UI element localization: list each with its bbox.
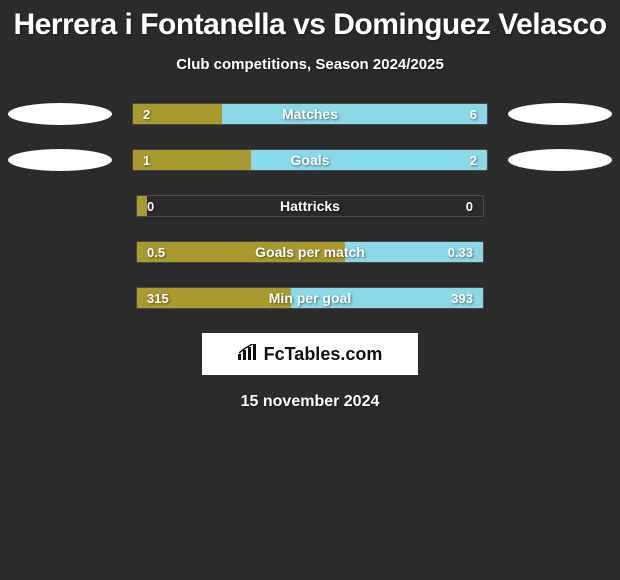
logo: FcTables.com (238, 344, 383, 365)
stat-label: Matches (133, 104, 487, 124)
page-title: Herrera i Fontanella vs Dominguez Velasc… (0, 0, 620, 42)
player-ellipse-right (508, 103, 612, 125)
bar-container: 00Hattricks (136, 195, 484, 217)
comparison-chart: 26Matches 12Goals 00Hattricks 0.50.33Goals … (0, 103, 620, 309)
chart-icon (238, 344, 258, 365)
bar-container: 12Goals (132, 149, 488, 171)
date-text: 15 november 2024 (0, 393, 620, 411)
subtitle: Club competitions, Season 2024/2025 (0, 56, 620, 73)
bar-container: 0.50.33Goals per match (136, 241, 484, 263)
stat-row: 00Hattricks (8, 195, 612, 217)
bar-container: 26Matches (132, 103, 488, 125)
player-ellipse-left (8, 103, 112, 125)
stat-row: 12Goals (8, 149, 612, 171)
bar-container: 315393Min per goal (136, 287, 484, 309)
stat-label: Hattricks (137, 196, 483, 216)
stat-label: Goals per match (137, 242, 483, 262)
logo-text: FcTables.com (264, 344, 383, 365)
player-ellipse-left (8, 149, 112, 171)
stat-row: 315393Min per goal (8, 287, 612, 309)
stat-label: Goals (133, 150, 487, 170)
player-ellipse-right (508, 149, 612, 171)
logo-box: FcTables.com (202, 333, 418, 375)
stat-row: 0.50.33Goals per match (8, 241, 612, 263)
stat-label: Min per goal (137, 288, 483, 308)
stat-row: 26Matches (8, 103, 612, 125)
